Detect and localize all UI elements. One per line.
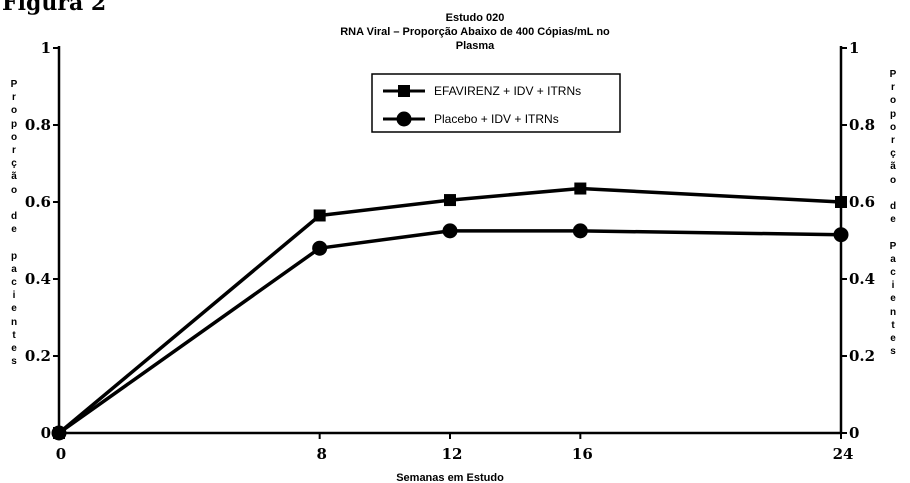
y-tick-label-left: 0.6: [25, 193, 51, 211]
legend-label-2: Placebo + IDV + ITRNs: [434, 112, 559, 126]
legend-marker-square: [398, 85, 410, 97]
data-point-square: [444, 194, 456, 207]
data-point-square: [835, 196, 847, 208]
x-tick-label: 0: [56, 445, 66, 463]
data-point-square: [313, 209, 326, 222]
y-tick-label-left: 0.4: [25, 270, 51, 288]
data-point-circle: [51, 425, 67, 441]
data-point-circle: [312, 240, 328, 256]
y-axis-label-left: P r o p o r ç ã o d e p a c i e n t e s: [10, 79, 18, 368]
legend-marker-circle: [396, 111, 412, 127]
y-tick-label-right: 0.4: [849, 270, 875, 288]
y-tick-label-right: 0.2: [849, 347, 875, 365]
figure-label: Figura 2: [2, 0, 107, 16]
x-tick-label: 8: [316, 445, 326, 463]
series-line-2: [57, 229, 842, 435]
chart-title: Estudo 020 RNA Viral – Proporção Abaixo …: [275, 11, 675, 53]
chart-title-line-1: Estudo 020: [445, 12, 505, 24]
legend-box: [371, 73, 621, 133]
data-point-square: [574, 182, 587, 195]
data-point-circle: [833, 227, 849, 243]
y-axis-label-right: P r o p o r ç ã o d e P a c i e n t e s: [889, 69, 897, 358]
y-tick-label-right: 0.6: [849, 193, 875, 211]
data-point-circle: [442, 223, 458, 239]
chart-title-line-3: Plasma: [455, 40, 495, 52]
x-tick-label: 12: [442, 445, 463, 463]
y-tick-label-left: 1: [41, 39, 51, 57]
data-point-circle: [572, 223, 588, 239]
y-tick-label-right: 0: [849, 424, 859, 442]
y-tick-label-left: 0: [41, 424, 51, 442]
x-tick-label: 16: [572, 445, 593, 463]
y-tick-label-right: 1: [849, 39, 859, 57]
x-axis-label: Semanas em Estudo: [396, 472, 504, 483]
legend-label-1: EFAVIRENZ + IDV + ITRNs: [434, 84, 581, 98]
x-tick-label: 24: [833, 445, 854, 463]
chart-title-line-2: RNA Viral – Proporção Abaixo de 400 Cópi…: [340, 26, 610, 38]
y-tick-label-left: 0.2: [25, 347, 51, 365]
y-tick-label-right: 0.8: [849, 116, 875, 134]
y-tick-label-left: 0.8: [25, 116, 51, 134]
